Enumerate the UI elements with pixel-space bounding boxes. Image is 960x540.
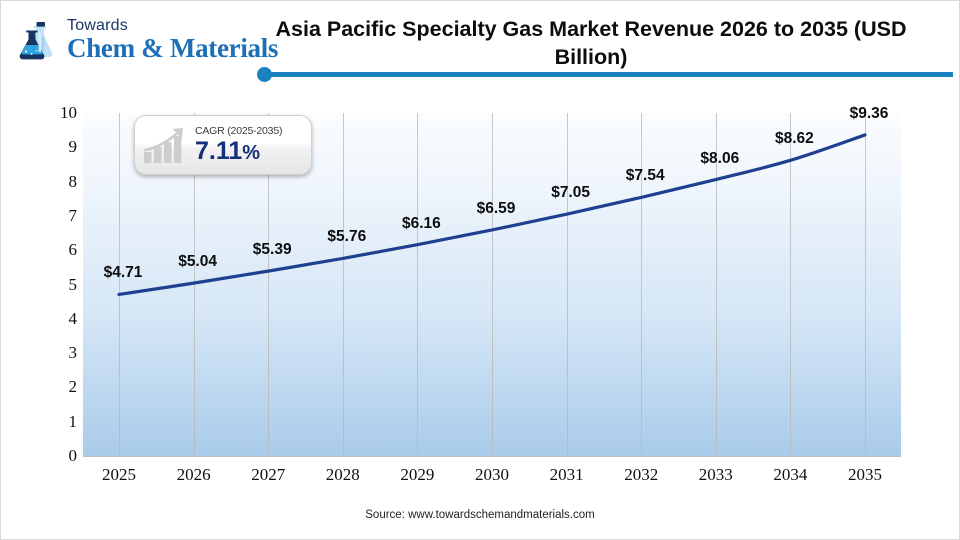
x-axis-tick-label: 2032 <box>624 465 659 484</box>
data-point-label: $8.06 <box>700 149 740 167</box>
data-point-label: $5.39 <box>252 241 292 259</box>
cagr-caption: CAGR (2025-2035) <box>195 125 283 138</box>
gridline <box>790 113 792 456</box>
x-axis-tick-label: 2030 <box>475 465 509 484</box>
bar-chart-growth-icon <box>143 128 183 163</box>
cagr-value: 7.11% <box>195 138 282 164</box>
data-point-label: $4.71 <box>103 264 143 282</box>
y-axis-tick-label: 5 <box>68 274 78 294</box>
data-point-label: $7.54 <box>625 167 665 185</box>
brand-line-2: Chem & Materials <box>67 33 279 63</box>
divider-dot <box>257 67 272 82</box>
x-axis-tick-label: 2035 <box>848 465 882 484</box>
x-axis-tick-label: 2026 <box>176 465 211 484</box>
y-axis-tick-label: 10 <box>60 103 77 122</box>
cagr-percent-symbol: % <box>242 142 261 165</box>
gridline <box>492 113 493 456</box>
x-axis-tick-label: 2031 <box>549 465 584 484</box>
gridline <box>417 113 419 456</box>
y-axis-tick-label: 8 <box>68 171 78 191</box>
flask-icon <box>19 22 53 60</box>
source-note: Source: www.towardschemandmaterials.com <box>365 509 595 521</box>
x-axis-tick-label: 2025 <box>102 465 136 484</box>
y-axis-tick-label: 7 <box>68 205 78 225</box>
y-axis-tick-label: 6 <box>68 240 78 260</box>
cagr-number: 7.11 <box>195 137 243 166</box>
revenue-line-series <box>117 133 867 297</box>
x-axis-line <box>83 456 901 457</box>
revenue-line <box>117 133 867 297</box>
y-axis-tick-label: 0 <box>68 446 78 465</box>
x-axis-tick-label: 2029 <box>400 465 435 484</box>
cagr-badge: CAGR (2025-2035) 7.11% <box>134 115 312 175</box>
x-axis-tick-label: 2028 <box>325 465 360 484</box>
y-axis-tick-label: 3 <box>68 343 78 363</box>
brand-logo: Towards Chem & Materials <box>15 17 278 63</box>
chart-title: Asia Pacific Specialty Gas Market Revenu… <box>275 17 907 69</box>
y-axis-tick-label: 9 <box>68 137 78 157</box>
data-point-label: $5.76 <box>327 228 367 246</box>
y-axis-tick-label: 4 <box>68 308 78 328</box>
data-point-label: $7.05 <box>551 184 590 202</box>
gridline <box>566 113 568 456</box>
x-axis-tick-label: 2033 <box>698 465 733 484</box>
x-axis-tick-label: 2034 <box>773 465 808 484</box>
data-point-label: $6.59 <box>476 199 516 217</box>
gridline <box>119 113 120 456</box>
brand-line-1: Towards <box>67 17 128 34</box>
y-axis-tick-label: 1 <box>68 411 78 431</box>
gridline <box>342 113 344 456</box>
gridline <box>715 113 717 456</box>
divider-rule <box>269 72 953 77</box>
x-axis-tick-label: 2027 <box>251 465 286 484</box>
data-point-label: $8.62 <box>774 130 814 148</box>
data-point-label: $9.36 <box>849 104 889 122</box>
data-point-label: $6.16 <box>401 214 441 232</box>
gridline <box>641 113 643 456</box>
y-axis-tick-label: 2 <box>68 377 78 397</box>
gridline <box>865 113 866 456</box>
data-point-label: $5.04 <box>178 253 217 271</box>
y-axis: 0 1 2 3 4 5 6 7 8 9 10 <box>37 103 78 465</box>
gridline <box>268 113 270 456</box>
